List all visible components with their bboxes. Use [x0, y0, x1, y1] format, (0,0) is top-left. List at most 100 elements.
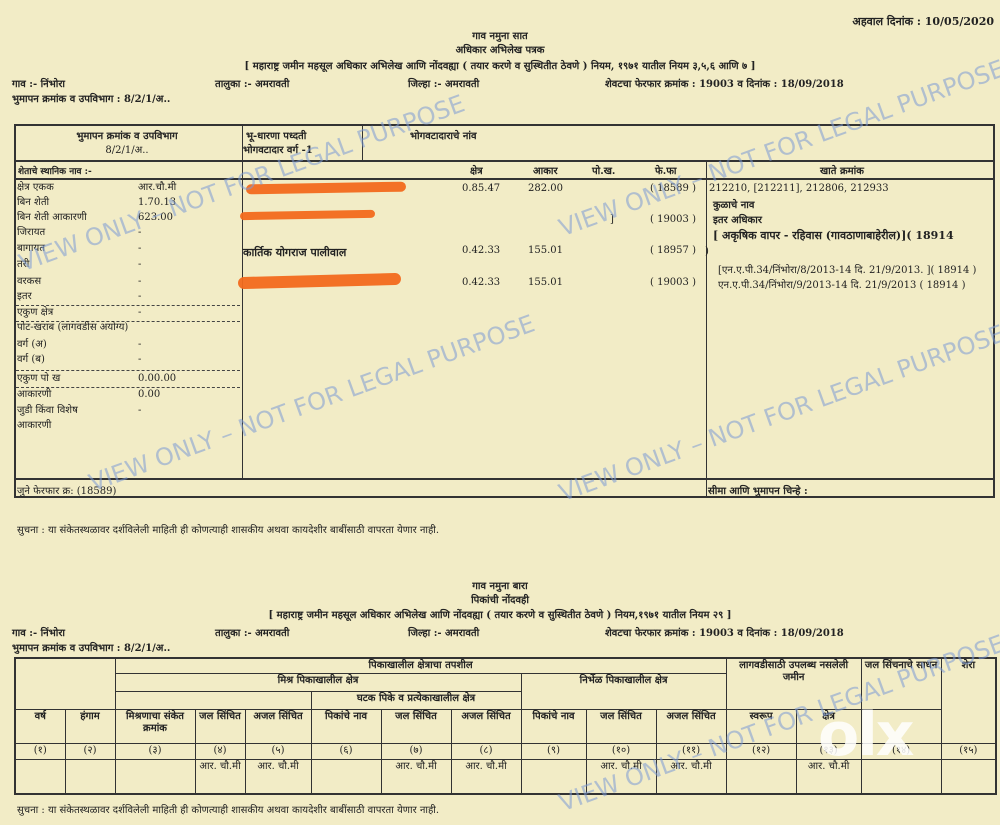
- col-pokharab: पो.ख.: [592, 166, 616, 177]
- notice-1: सुचना : या संकेतस्थळावर दर्शविलेली माहित…: [17, 525, 440, 536]
- varkas-label: वरकस: [17, 276, 42, 287]
- nonag-assess-value: 623.00: [138, 212, 173, 223]
- judi-value: -: [138, 405, 142, 416]
- col-area: क्षेत्र: [795, 709, 862, 744]
- unit: आर. चौ.मी: [380, 759, 452, 794]
- closing-paren: ): [705, 246, 709, 257]
- num: (१): [14, 743, 66, 760]
- village: गाव :- निंभोरा: [12, 79, 66, 90]
- unit-row: आर. चौ.मी आर. चौ.मी आर. चौ.मी आर. चौ.मी …: [14, 759, 997, 794]
- tari-label: तरी: [17, 259, 30, 270]
- unit: आर. चौ.मी: [194, 759, 246, 794]
- num: (४): [194, 743, 246, 760]
- judi-label: जुडी किंवा विशेष: [17, 405, 78, 416]
- header-remark: शेरा: [940, 657, 997, 744]
- unit: आर. चौ.मी: [795, 759, 862, 794]
- col-unirrigated-3: अजल सिंचित: [655, 709, 727, 744]
- varkas-value: -: [138, 276, 142, 287]
- form12-rules: [ महाराष्ट्र जमीन महसूल अधिकार अभिलेख आण…: [268, 610, 732, 621]
- num: (६): [310, 743, 382, 760]
- col-irrigated-3: जल सिंचित: [585, 709, 657, 744]
- last-mutation-2: शेवटचा फेरफार क्रमांक : 19003 व दिनांक :…: [605, 628, 844, 639]
- num: (५): [244, 743, 312, 760]
- survey-number-2: भुमापन क्रमांक व उपविभाग : 8/2/1/अ..: [12, 643, 171, 654]
- holder3-assess: 155.01: [528, 245, 563, 256]
- nonag-label: बिन शेती: [17, 197, 50, 208]
- unit: आर. चौ.मी: [450, 759, 522, 794]
- total-pokh-label: एकुण पो ख: [17, 373, 61, 384]
- form7-subtitle: अधिकार अभिलेख पत्रक: [455, 45, 545, 56]
- village-2: गाव :- निंभोरा: [12, 628, 66, 639]
- header-tenure: भू-धारणा पध्दती: [246, 131, 307, 142]
- boundary-marks: सीमा आणि भुमापन चिन्हे :: [708, 486, 808, 497]
- header-survey: भुमापन क्रमांक व उपविभाग: [76, 131, 178, 142]
- unit-value: आर.चौ.मी: [138, 182, 177, 193]
- unit: आर. चौ.मी: [244, 759, 312, 794]
- header-local-name: शेताचे स्थानिक नाव :-: [18, 167, 92, 177]
- nap-order-1: [एन.ए.पी.34/निंभोरा/8/2013-14 दि. 21/9/2…: [718, 265, 977, 276]
- khate-numbers: 212210, [212211], 212806, 212933: [709, 183, 889, 194]
- nonag-assess-label: बिन शेती आकारणी: [17, 212, 87, 223]
- district: जिल्हा :- अमरावती: [408, 79, 480, 90]
- col-irrigated-2: जल सिंचित: [380, 709, 452, 744]
- col-assessment: आकार: [533, 166, 558, 177]
- num: (३): [114, 743, 196, 760]
- other-rights-label: इतर अधिकार: [713, 215, 762, 226]
- header-tenure-class: भोगवटादार वर्ग -1: [243, 145, 313, 156]
- class-a-value: -: [138, 339, 142, 350]
- garden-label: बागायत: [17, 243, 46, 254]
- garden-value: -: [138, 243, 142, 254]
- class-a-label: वर्ग (अ): [17, 339, 47, 350]
- col-year: वर्ष: [14, 709, 66, 744]
- nap-order-2: एन.ए.पी.34/निंभोरा/9/2013-14 दि. 21/9/20…: [718, 280, 966, 291]
- holder4-area: 0.42.33: [462, 277, 501, 288]
- num: (७): [380, 743, 452, 760]
- total-area-label: एकुण क्षेत्र: [17, 307, 54, 318]
- form12-subtitle: पिकांची नोंदवही: [471, 595, 529, 606]
- holder1-assess: 282.00: [528, 183, 563, 194]
- col-area: क्षेत्र: [470, 166, 483, 177]
- form7-title: गाव नमुना सात: [472, 31, 528, 42]
- olx-logo: olx: [818, 700, 915, 770]
- judi-label-2: आकारणी: [17, 420, 52, 431]
- dry-label: जिरायत: [17, 227, 46, 238]
- holder3-area: 0.42.33: [462, 245, 501, 256]
- header-mixed: मिश्र पिकाखालील क्षेत्र: [114, 673, 522, 692]
- col-crop-name-2: पिकांचे नाव: [520, 709, 587, 744]
- header-survey-value: 8/2/1/अ..: [105, 145, 149, 156]
- col-crop-name: पिकांचे नाव: [310, 709, 382, 744]
- col-unirrigated-2: अजल सिंचित: [450, 709, 522, 744]
- nonag-use: [ अकृषिक वापर - रहिवास (गावठाणाबाहेरील)]…: [713, 229, 954, 242]
- header-holder-name: भोगवटादाराचे नांव: [410, 131, 477, 142]
- holder4-fefa: ( 19003 ): [650, 277, 696, 288]
- holder3-fefa: ( 18957 ): [650, 245, 696, 256]
- crop-table: पिकाखालील क्षेत्राचा तपशील लागवडीसाठी उप…: [14, 657, 998, 795]
- other-label: इतर: [17, 291, 32, 302]
- holder1-area: 0.85.47: [462, 183, 501, 194]
- total-pokh-value: 0.00.00: [138, 373, 177, 384]
- num: (९): [520, 743, 587, 760]
- taluka-2: तालुका :- अमरावती: [215, 628, 290, 639]
- holder3-name: कार्तिक योगराज पालीवाल: [243, 246, 347, 259]
- col-irrigated: जल सिंचित: [194, 709, 246, 744]
- header-component: घटक पिके व प्रत्येकाखालील क्षेत्र: [310, 691, 522, 710]
- assessment-label: आकारणी: [17, 389, 52, 400]
- form7-table: [14, 124, 995, 498]
- class-b-value: -: [138, 354, 142, 365]
- holder2-pokh: ]: [610, 214, 614, 225]
- num: (८): [450, 743, 522, 760]
- col-season: हंगाम: [64, 709, 116, 744]
- form12-title: गाव नमुना बारा: [472, 581, 528, 592]
- unit: आर. चौ.मी: [585, 759, 657, 794]
- holder2-fefa: ( 19003 ): [650, 214, 696, 225]
- tenant-name-label: कुळाचे नाव: [713, 200, 755, 211]
- dry-value: -: [138, 227, 142, 238]
- header-crop-detail: पिकाखालील क्षेत्राचा तपशील: [114, 657, 727, 674]
- unit: आर. चौ.मी: [655, 759, 727, 794]
- num: (२): [64, 743, 116, 760]
- last-mutation: शेवटचा फेरफार क्रमांक : 19003 व दिनांक :…: [605, 79, 844, 90]
- col-khate: खाते क्रमांक: [820, 166, 864, 177]
- pot-kharab-label: पोट-खराब (लागवडीस अयोग्य): [17, 322, 129, 333]
- tari-value: -: [138, 259, 142, 270]
- nonag-value: 1.70.13: [138, 197, 177, 208]
